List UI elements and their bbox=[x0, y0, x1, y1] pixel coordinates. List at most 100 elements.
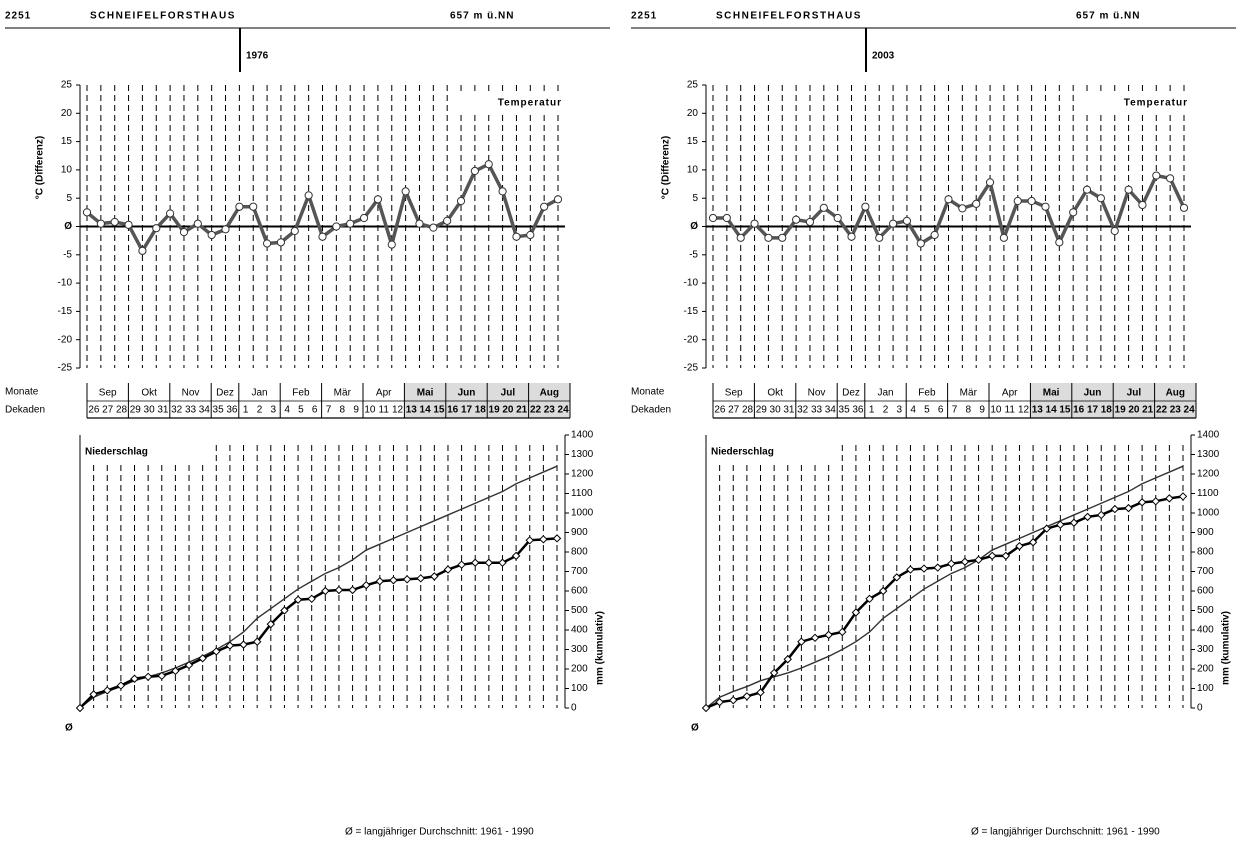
precipitation-point bbox=[484, 558, 494, 567]
temperature-point bbox=[498, 187, 507, 196]
dekade: 18 bbox=[475, 405, 487, 416]
temperature-point bbox=[1055, 238, 1064, 247]
dekade: 36 bbox=[226, 405, 238, 416]
month-name: Aug bbox=[1166, 388, 1185, 399]
precipitation-point bbox=[375, 577, 385, 586]
dekade: 13 bbox=[406, 405, 418, 416]
dekade: 27 bbox=[102, 405, 114, 416]
dekade: 34 bbox=[825, 405, 837, 416]
month-cell bbox=[280, 383, 322, 418]
temperature-point bbox=[1166, 174, 1175, 183]
y-tick-label: 20 bbox=[687, 108, 699, 119]
dekade: 4 bbox=[910, 405, 916, 416]
precipitation-point bbox=[348, 585, 357, 595]
y-tick-label: Ø bbox=[64, 221, 72, 232]
precipitation-point bbox=[1097, 510, 1106, 520]
dekade: 20 bbox=[1128, 405, 1140, 416]
y-tick-label: -10 bbox=[684, 278, 699, 289]
temperature-point bbox=[1110, 226, 1119, 236]
y-tick-label: 1400 bbox=[1197, 430, 1220, 441]
precipitation-point bbox=[184, 660, 194, 670]
month-cell bbox=[947, 383, 989, 418]
y-tick-label: 800 bbox=[1197, 547, 1214, 558]
precipitation-point bbox=[498, 558, 507, 567]
precipitation-point bbox=[1083, 512, 1092, 522]
temperature-point bbox=[179, 228, 189, 237]
dekade: 14 bbox=[1046, 405, 1058, 416]
month-name: Apr bbox=[1002, 388, 1018, 399]
dekade: 15 bbox=[1059, 405, 1071, 416]
temperature-point bbox=[387, 240, 396, 249]
dekade: 8 bbox=[340, 405, 346, 416]
temperature-point bbox=[359, 213, 369, 223]
precipitation-point bbox=[878, 586, 888, 596]
y-tick-label: 400 bbox=[571, 625, 588, 636]
chart-title: Temperatur bbox=[498, 98, 562, 109]
temperature-point bbox=[819, 203, 828, 212]
month-name: Jun bbox=[458, 388, 476, 399]
y-tick-label: -5 bbox=[63, 249, 72, 260]
y-tick-label: 1400 bbox=[571, 430, 594, 441]
month-name: Feb bbox=[918, 388, 936, 399]
month-name: Nov bbox=[808, 388, 826, 399]
title-bg bbox=[83, 440, 205, 464]
title-bg bbox=[1079, 93, 1189, 113]
precipitation-point bbox=[239, 640, 248, 649]
temperature-point bbox=[235, 202, 244, 211]
dekade: 29 bbox=[130, 405, 142, 416]
temperature-point bbox=[750, 219, 759, 228]
dekade: 2 bbox=[883, 405, 889, 416]
precipitation-point bbox=[321, 586, 330, 596]
dekade: 5 bbox=[924, 405, 930, 416]
dekade: 12 bbox=[392, 405, 404, 416]
precipitation-point bbox=[933, 563, 942, 572]
temperature-point bbox=[401, 187, 410, 196]
temperature-point bbox=[304, 191, 313, 200]
y-tick-label: 5 bbox=[692, 193, 698, 204]
temperature-point bbox=[1027, 196, 1036, 206]
dekade: 36 bbox=[852, 405, 864, 416]
precipitation-point bbox=[851, 608, 861, 617]
dekade: 34 bbox=[199, 405, 211, 416]
precipitation-point bbox=[1056, 520, 1065, 529]
dekade: 22 bbox=[530, 405, 542, 416]
precipitation-point bbox=[906, 565, 915, 574]
dekade: 15 bbox=[433, 405, 445, 416]
month-name: Jan bbox=[251, 388, 267, 399]
month-name: Dez bbox=[216, 388, 234, 399]
temperature-point bbox=[944, 195, 953, 204]
y-tick-label: 400 bbox=[1197, 625, 1214, 636]
dekade: 28 bbox=[116, 405, 128, 416]
month-cell bbox=[169, 383, 212, 418]
y-tick-label: 0 bbox=[571, 703, 577, 714]
precipitation-point bbox=[1001, 551, 1011, 561]
precipitation-point bbox=[824, 630, 833, 640]
dekade: 32 bbox=[171, 405, 183, 416]
temperature-point bbox=[470, 166, 479, 176]
precipitation-point bbox=[334, 585, 344, 595]
month-cell bbox=[989, 383, 1031, 418]
y-tick-label: 15 bbox=[61, 136, 73, 147]
dekade: 7 bbox=[952, 405, 958, 416]
temperature-point bbox=[778, 233, 787, 242]
precipitation-point bbox=[892, 573, 902, 582]
precipitation-point bbox=[865, 594, 874, 604]
title-bg bbox=[709, 440, 831, 464]
y-tick-label: 700 bbox=[571, 566, 588, 577]
temperature-point bbox=[262, 239, 272, 248]
temperature-point bbox=[207, 230, 216, 240]
month-cell bbox=[1113, 383, 1155, 418]
temperature-point bbox=[166, 209, 175, 218]
chart-title: Temperatur bbox=[1124, 98, 1188, 109]
dekade: 9 bbox=[353, 405, 359, 416]
precipitation-point bbox=[75, 703, 85, 713]
dekade: 14 bbox=[420, 405, 432, 416]
y-tick-label: Ø bbox=[690, 221, 698, 232]
y-tick-label: 1200 bbox=[571, 469, 594, 480]
dekade: 2 bbox=[257, 405, 263, 416]
temperature-point bbox=[1013, 196, 1022, 206]
precipitation-point bbox=[457, 560, 466, 569]
month-name: Apr bbox=[376, 388, 392, 399]
precipitation-point bbox=[1137, 498, 1147, 507]
precipitation-point bbox=[810, 633, 820, 643]
